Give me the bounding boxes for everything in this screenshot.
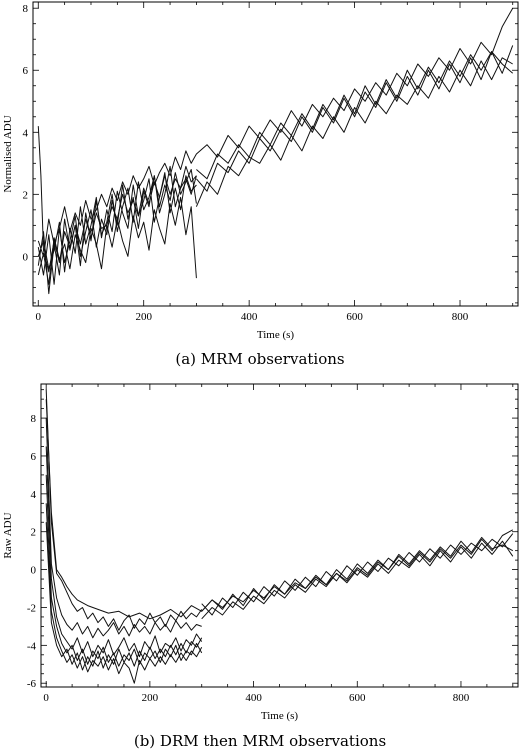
series-line-4: [37, 172, 197, 273]
y-tick-label: 2: [31, 527, 37, 539]
x-tick-label: 400: [241, 311, 258, 323]
figure-b: 0 200 400 600 800 -6 -4 -2 0 2 4 6 8 Time (s) Raw ADU …: [0, 380, 520, 755]
chart-b: 0 200 400 600 800 -6 -4 -2 0 2 4 6 8 Time (s) Raw ADU: [2, 383, 519, 722]
x-axis-label: Time (s): [257, 329, 295, 341]
y-tick-label: 6: [23, 65, 29, 77]
y-tick-label: 4: [23, 127, 29, 139]
y-tick-label: 0: [31, 565, 37, 577]
y-tick-label: 8: [23, 3, 29, 15]
x-tick-label: 800: [453, 692, 470, 704]
series-line-3: [37, 165, 197, 285]
series-line-10: [201, 536, 514, 612]
caption-b: (b) DRM then MRM observations: [133, 732, 387, 750]
series-line-5: [37, 196, 197, 285]
y-tick-label: -4: [27, 640, 37, 652]
y-tick-label: -6: [27, 678, 37, 690]
y-tick-label: 4: [31, 489, 37, 501]
series-line-7: [195, 57, 513, 207]
x-tick-label: 200: [142, 692, 159, 704]
x-tick-label: 600: [346, 311, 363, 323]
x-tick-label: 800: [452, 311, 469, 323]
x-axis-label: Time (s): [261, 710, 299, 722]
y-tick-label: 6: [31, 451, 37, 463]
series-line-9: [196, 51, 514, 180]
plot-frame: [40, 383, 519, 688]
series-line-3: [45, 446, 203, 658]
series-line-2: [45, 418, 202, 639]
series-line-7: [45, 399, 514, 620]
series-line-1: [45, 389, 203, 631]
series-line-9: [201, 533, 514, 616]
x-tick-label: 400: [245, 692, 262, 704]
caption-a: (a) MRM observations: [175, 350, 345, 368]
y-tick-label: 8: [31, 413, 37, 425]
plot-frame: [32, 1, 519, 307]
y-tick-label: -2: [27, 602, 36, 614]
series-group: [37, 7, 514, 295]
series-line-6: [45, 522, 203, 671]
x-tick-label: 0: [43, 692, 49, 704]
series-line-2: [37, 169, 197, 295]
y-tick-label: 2: [23, 189, 29, 201]
series-line-8: [196, 45, 514, 192]
series-line-6: [37, 7, 514, 257]
series-group: [45, 389, 514, 684]
x-tick-label: 200: [135, 311, 152, 323]
y-axis-label: Raw ADU: [2, 512, 14, 558]
x-tick-label: 600: [349, 692, 366, 704]
x-tick-label: 0: [36, 311, 42, 323]
figure-a: 0 200 400 600 800 0 2 4 6 8 Time (s) Normalised ADU…: [2, 1, 519, 368]
chart-a: 0 200 400 600 800 0 2 4 6 8 Time (s) Normalised ADU: [2, 1, 519, 341]
series-line-8: [201, 540, 514, 620]
y-axis-label: Normalised ADU: [2, 115, 14, 192]
y-tick-label: 0: [23, 251, 29, 263]
series-line-4: [45, 474, 203, 667]
